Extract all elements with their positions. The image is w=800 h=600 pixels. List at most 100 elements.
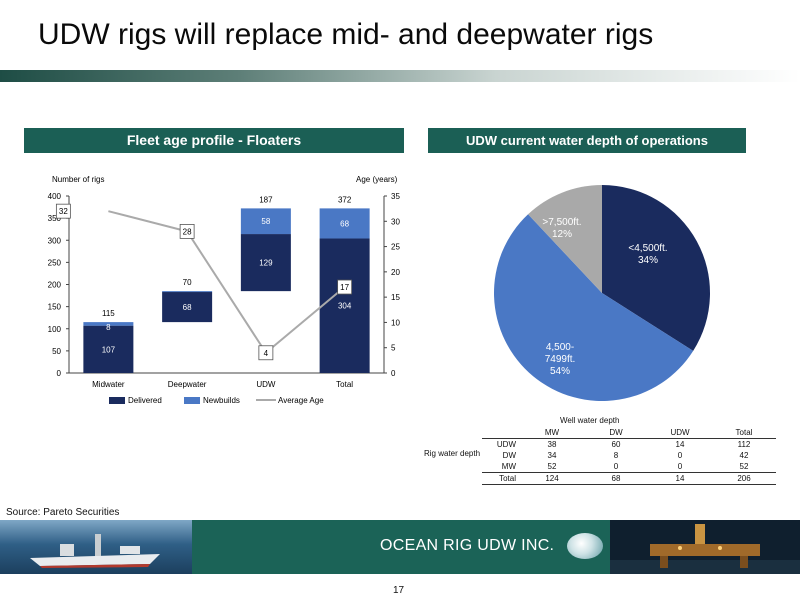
fleet-age-chart: 0 50 100 150 200 250 300 350 400 0 5 10 15 20 25 30 35 Nu…	[48, 175, 401, 405]
bar-label-delivered: 129	[259, 259, 273, 268]
bar-label-delivered: 107	[102, 345, 116, 354]
table-header-cell: Total	[712, 427, 776, 439]
drillship-photo	[0, 520, 192, 574]
water-depth-pie-chart: <4,500ft.34% 4,500-7499ft.54% >7,500ft.12%	[493, 185, 710, 402]
table-row-label: MW	[501, 462, 516, 471]
y-tick-label: 150	[48, 303, 62, 312]
x-category-label: UDW	[256, 380, 276, 389]
table-header-cell: MW	[520, 427, 584, 439]
bar-label-newbuilds: 68	[340, 219, 349, 228]
table-cell: 60	[611, 440, 621, 449]
table-cell: 34	[547, 451, 557, 460]
table-header-cell: UDW	[648, 427, 712, 439]
bar-label-delivered: 68	[183, 303, 192, 312]
table-cell: 42	[739, 451, 749, 460]
legend-delivered-swatch	[109, 397, 125, 404]
pie-slice-percent: 12%	[552, 229, 572, 240]
y-tick-label: 250	[48, 258, 62, 267]
water-depth-header: UDW current water depth of operations	[428, 128, 746, 153]
y2-tick-label: 20	[391, 268, 400, 277]
legend-delivered-label: Delivered	[128, 396, 162, 405]
x-category-label: Total	[336, 380, 353, 389]
legend-newbuilds-swatch	[184, 397, 200, 404]
table-cell: 68	[584, 472, 648, 485]
well-water-depth-title: Well water depth	[560, 416, 620, 425]
bar-label-newbuilds: 58	[261, 217, 270, 226]
bar-label-delivered: 304	[338, 302, 352, 311]
average-age-label: 28	[183, 227, 192, 236]
average-age-marker	[337, 279, 353, 295]
average-age-marker	[179, 224, 195, 239]
fleet-age-header: Fleet age profile - Floaters	[24, 128, 404, 153]
pie-slice-percent: 54%	[550, 366, 570, 377]
bar-total-label: 115	[102, 309, 115, 318]
y-tick-label: 100	[48, 325, 62, 334]
bar-total-label: 70	[183, 278, 192, 287]
pie-slice-label: <4,500ft.	[628, 243, 667, 254]
average-age-marker	[55, 203, 71, 219]
page-number: 17	[393, 585, 405, 596]
table-cell: 112	[737, 440, 751, 449]
bar-total-label: 187	[259, 195, 273, 204]
y-tick-label: 350	[48, 214, 62, 223]
bar-delivered	[319, 238, 370, 373]
average-age-marker	[258, 345, 274, 361]
table-cell: 52	[739, 462, 749, 471]
y2-tick-label: 10	[391, 318, 400, 327]
title-divider	[0, 70, 800, 82]
table-row-label: DW	[502, 451, 516, 460]
table-cell: 8	[613, 451, 619, 460]
table-cell: 206	[712, 472, 776, 485]
y2-axis-title: Age (years)	[356, 175, 398, 184]
y2-tick-label: 15	[391, 293, 400, 302]
slide-title: UDW rigs will replace mid- and deepwater…	[38, 18, 654, 51]
legend-average-age-label: Average Age	[278, 396, 324, 405]
pie-slice	[528, 185, 602, 293]
bar-delivered	[83, 325, 134, 373]
bar-delivered	[240, 234, 291, 292]
y2-tick-label: 0	[391, 369, 396, 378]
y-tick-label: 400	[48, 192, 62, 201]
bar-newbuilds	[162, 291, 213, 293]
table-header-cell: DW	[584, 427, 648, 439]
company-logo-icon	[567, 533, 603, 559]
table-row: MW 52 0 0 52	[482, 461, 776, 473]
bar-newbuilds	[240, 208, 291, 235]
pie-slice-label: 7499ft.	[545, 354, 576, 365]
company-name: OCEAN RIG UDW INC.	[380, 537, 555, 554]
pie-slice-percent: 34%	[638, 255, 658, 266]
bar-delivered	[162, 292, 213, 323]
oil-rig-photo	[610, 520, 800, 574]
legend-newbuilds-label: Newbuilds	[203, 396, 240, 405]
table-cell: 0	[677, 451, 683, 460]
bar-newbuilds	[319, 208, 370, 239]
table-cell: 14	[675, 440, 685, 449]
bar-total-label: 372	[338, 195, 352, 204]
table-cell: 0	[613, 462, 619, 471]
table-row-label: Total	[482, 472, 520, 485]
table-row-label: UDW	[496, 440, 516, 449]
pie-slice-label: 4,500-	[546, 342, 574, 353]
average-age-label: 4	[264, 349, 269, 358]
y-tick-label: 50	[52, 347, 61, 356]
y-tick-label: 200	[48, 281, 62, 290]
table-cell: 38	[547, 440, 557, 449]
y-tick-label: 0	[57, 369, 62, 378]
table-row: DW 34 8 0 42	[482, 450, 776, 461]
bar-label-newbuilds: 8	[106, 323, 111, 332]
table-cell: 52	[547, 462, 557, 471]
y-tick-label: 300	[48, 236, 62, 245]
average-age-label: 32	[59, 207, 68, 216]
rig-water-depth-label: Rig water depth	[424, 449, 481, 458]
pie-slice	[493, 214, 694, 402]
table-cell: 124	[520, 472, 584, 485]
table-cell: 14	[648, 472, 712, 485]
y-axis-title: Number of rigs	[52, 175, 104, 184]
table-cell: 0	[677, 462, 683, 471]
pie-slice-label: >7,500ft.	[542, 217, 581, 228]
y2-tick-label: 5	[391, 344, 396, 353]
x-category-label: Deepwater	[168, 380, 207, 389]
table-row: UDW 38 60 14 112	[482, 439, 776, 451]
pie-slice	[602, 185, 710, 351]
bar-newbuilds	[83, 322, 134, 326]
